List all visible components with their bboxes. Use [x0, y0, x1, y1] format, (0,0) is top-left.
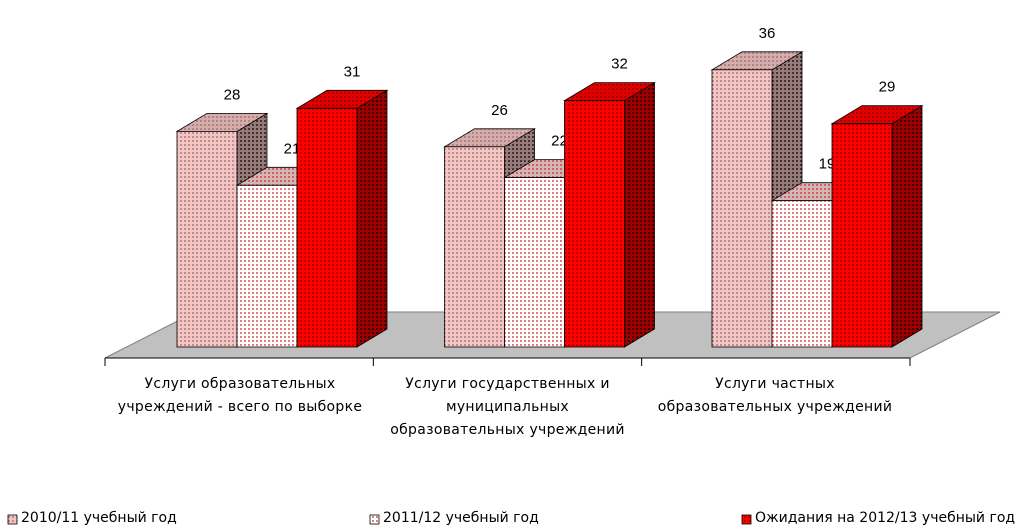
x-tick-label: Услуги частных образовательных учреждени… [657, 376, 893, 415]
x-tick-label: Услуги образовательных учреждений - всег… [117, 376, 363, 415]
x-tick-label: Услуги государственных и муниципальных о… [390, 376, 625, 438]
bar-front [296, 107, 358, 348]
legend-label: 2010/11 учебный год [21, 510, 177, 526]
legend-swatch [7, 514, 18, 525]
bar-front [444, 146, 505, 348]
value-label: 29 [879, 79, 896, 96]
bar-front [176, 130, 238, 348]
value-label: 19 [819, 156, 836, 173]
bar-front [564, 100, 625, 348]
bar [563, 81, 656, 348]
bar-front [771, 200, 833, 348]
bar [295, 89, 389, 348]
value-label: 36 [759, 25, 776, 42]
value-label: 21 [284, 140, 301, 157]
legend-swatch [741, 514, 752, 525]
bar-front [236, 184, 298, 348]
bar-side [891, 104, 923, 348]
bar-front [504, 177, 565, 348]
value-label: 26 [491, 102, 508, 119]
legend-swatch [369, 514, 380, 525]
legend-label: Ожидания на 2012/13 учебный год [755, 510, 1016, 526]
bar-front [831, 123, 893, 348]
bar-side [356, 89, 388, 348]
legend-label: 2011/12 учебный год [383, 510, 539, 526]
bar [830, 104, 924, 348]
bar-front [711, 69, 773, 348]
bar-side [624, 81, 655, 348]
value-label: 22 [551, 133, 568, 150]
value-label: 32 [611, 56, 628, 73]
value-label: 28 [224, 86, 241, 103]
value-label: 31 [344, 63, 361, 80]
